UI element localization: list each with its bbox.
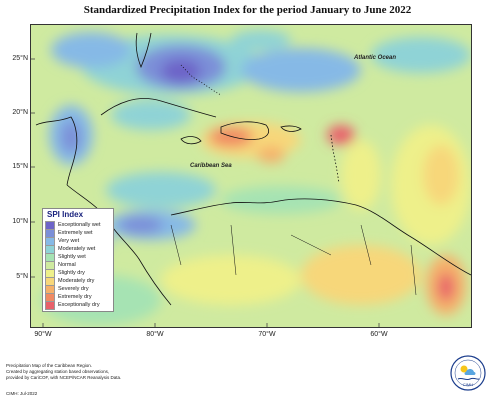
axis-ticks [31,58,380,327]
caribbean-sea-label: Caribbean Sea [190,163,232,169]
cimh-logo: CIMH [450,355,486,391]
legend-swatch [45,300,55,310]
atlantic-ocean-label: Atlantic Ocean [354,55,397,61]
lon-label-90w: 90°W [34,331,52,338]
lat-label-15n: 15°N [12,163,28,170]
coastlines [35,32,471,306]
footnote-line: Created by aggregating station based obs… [6,369,110,374]
legend-item: Exceptionally dry [45,300,100,310]
legend-label: Slightly wet [58,254,86,260]
wave-icon [457,377,480,381]
yucatan-coast [35,116,78,186]
legend-label: Exceptionally wet [58,222,101,228]
logo-text: CIMH [463,382,473,387]
central-america-coast [66,184,172,306]
cloud-icon [464,369,476,375]
sun-icon [460,365,468,373]
spi-legend: SPI Index Exceptionally wet Extremely we… [42,208,114,312]
lon-label-60w: 60°W [370,331,388,338]
legend-label: Extremely wet [58,230,93,236]
cuba-coast [100,98,217,118]
footnote-line: provided by CariCOF, with NCEP/NCAR Rean… [6,375,122,380]
spi-field [41,30,471,325]
legend-label: Moderately dry [58,278,95,284]
legend-label: Very wet [58,238,80,244]
lat-label-25n: 25°N [12,55,28,62]
jamaica-coast [180,136,202,145]
legend-label: Normal [58,262,76,268]
legend-label: Exceptionally dry [58,302,100,308]
legend-label: Moderately wet [58,246,96,252]
legend-label: Slightly dry [58,270,85,276]
bahamas [180,64,222,96]
lesser-antilles [330,134,340,184]
lat-label-5n: 5°N [16,273,28,280]
legend-label: Severely dry [58,286,89,292]
puerto-rico-coast [280,125,302,132]
florida-coast [135,32,152,69]
lat-label-20n: 20°N [12,109,28,116]
credit-text: CIMH: Jul-2022 [6,391,38,396]
lon-label-80w: 80°W [146,331,164,338]
lat-label-10n: 10°N [12,218,28,225]
country-borders [170,224,417,296]
lon-label-70w: 70°W [258,331,276,338]
legend-label: Extremely dry [58,294,92,300]
map-title: Standardized Precipitation Index for the… [83,4,412,16]
legend-title: SPI Index [47,210,84,219]
south-america-coast [170,198,471,276]
hispaniola-coast [220,121,270,140]
footnote-line: Precipitation Map of the Caribbean Regio… [6,363,93,368]
footnote: Precipitation Map of the Caribbean Regio… [6,363,196,381]
